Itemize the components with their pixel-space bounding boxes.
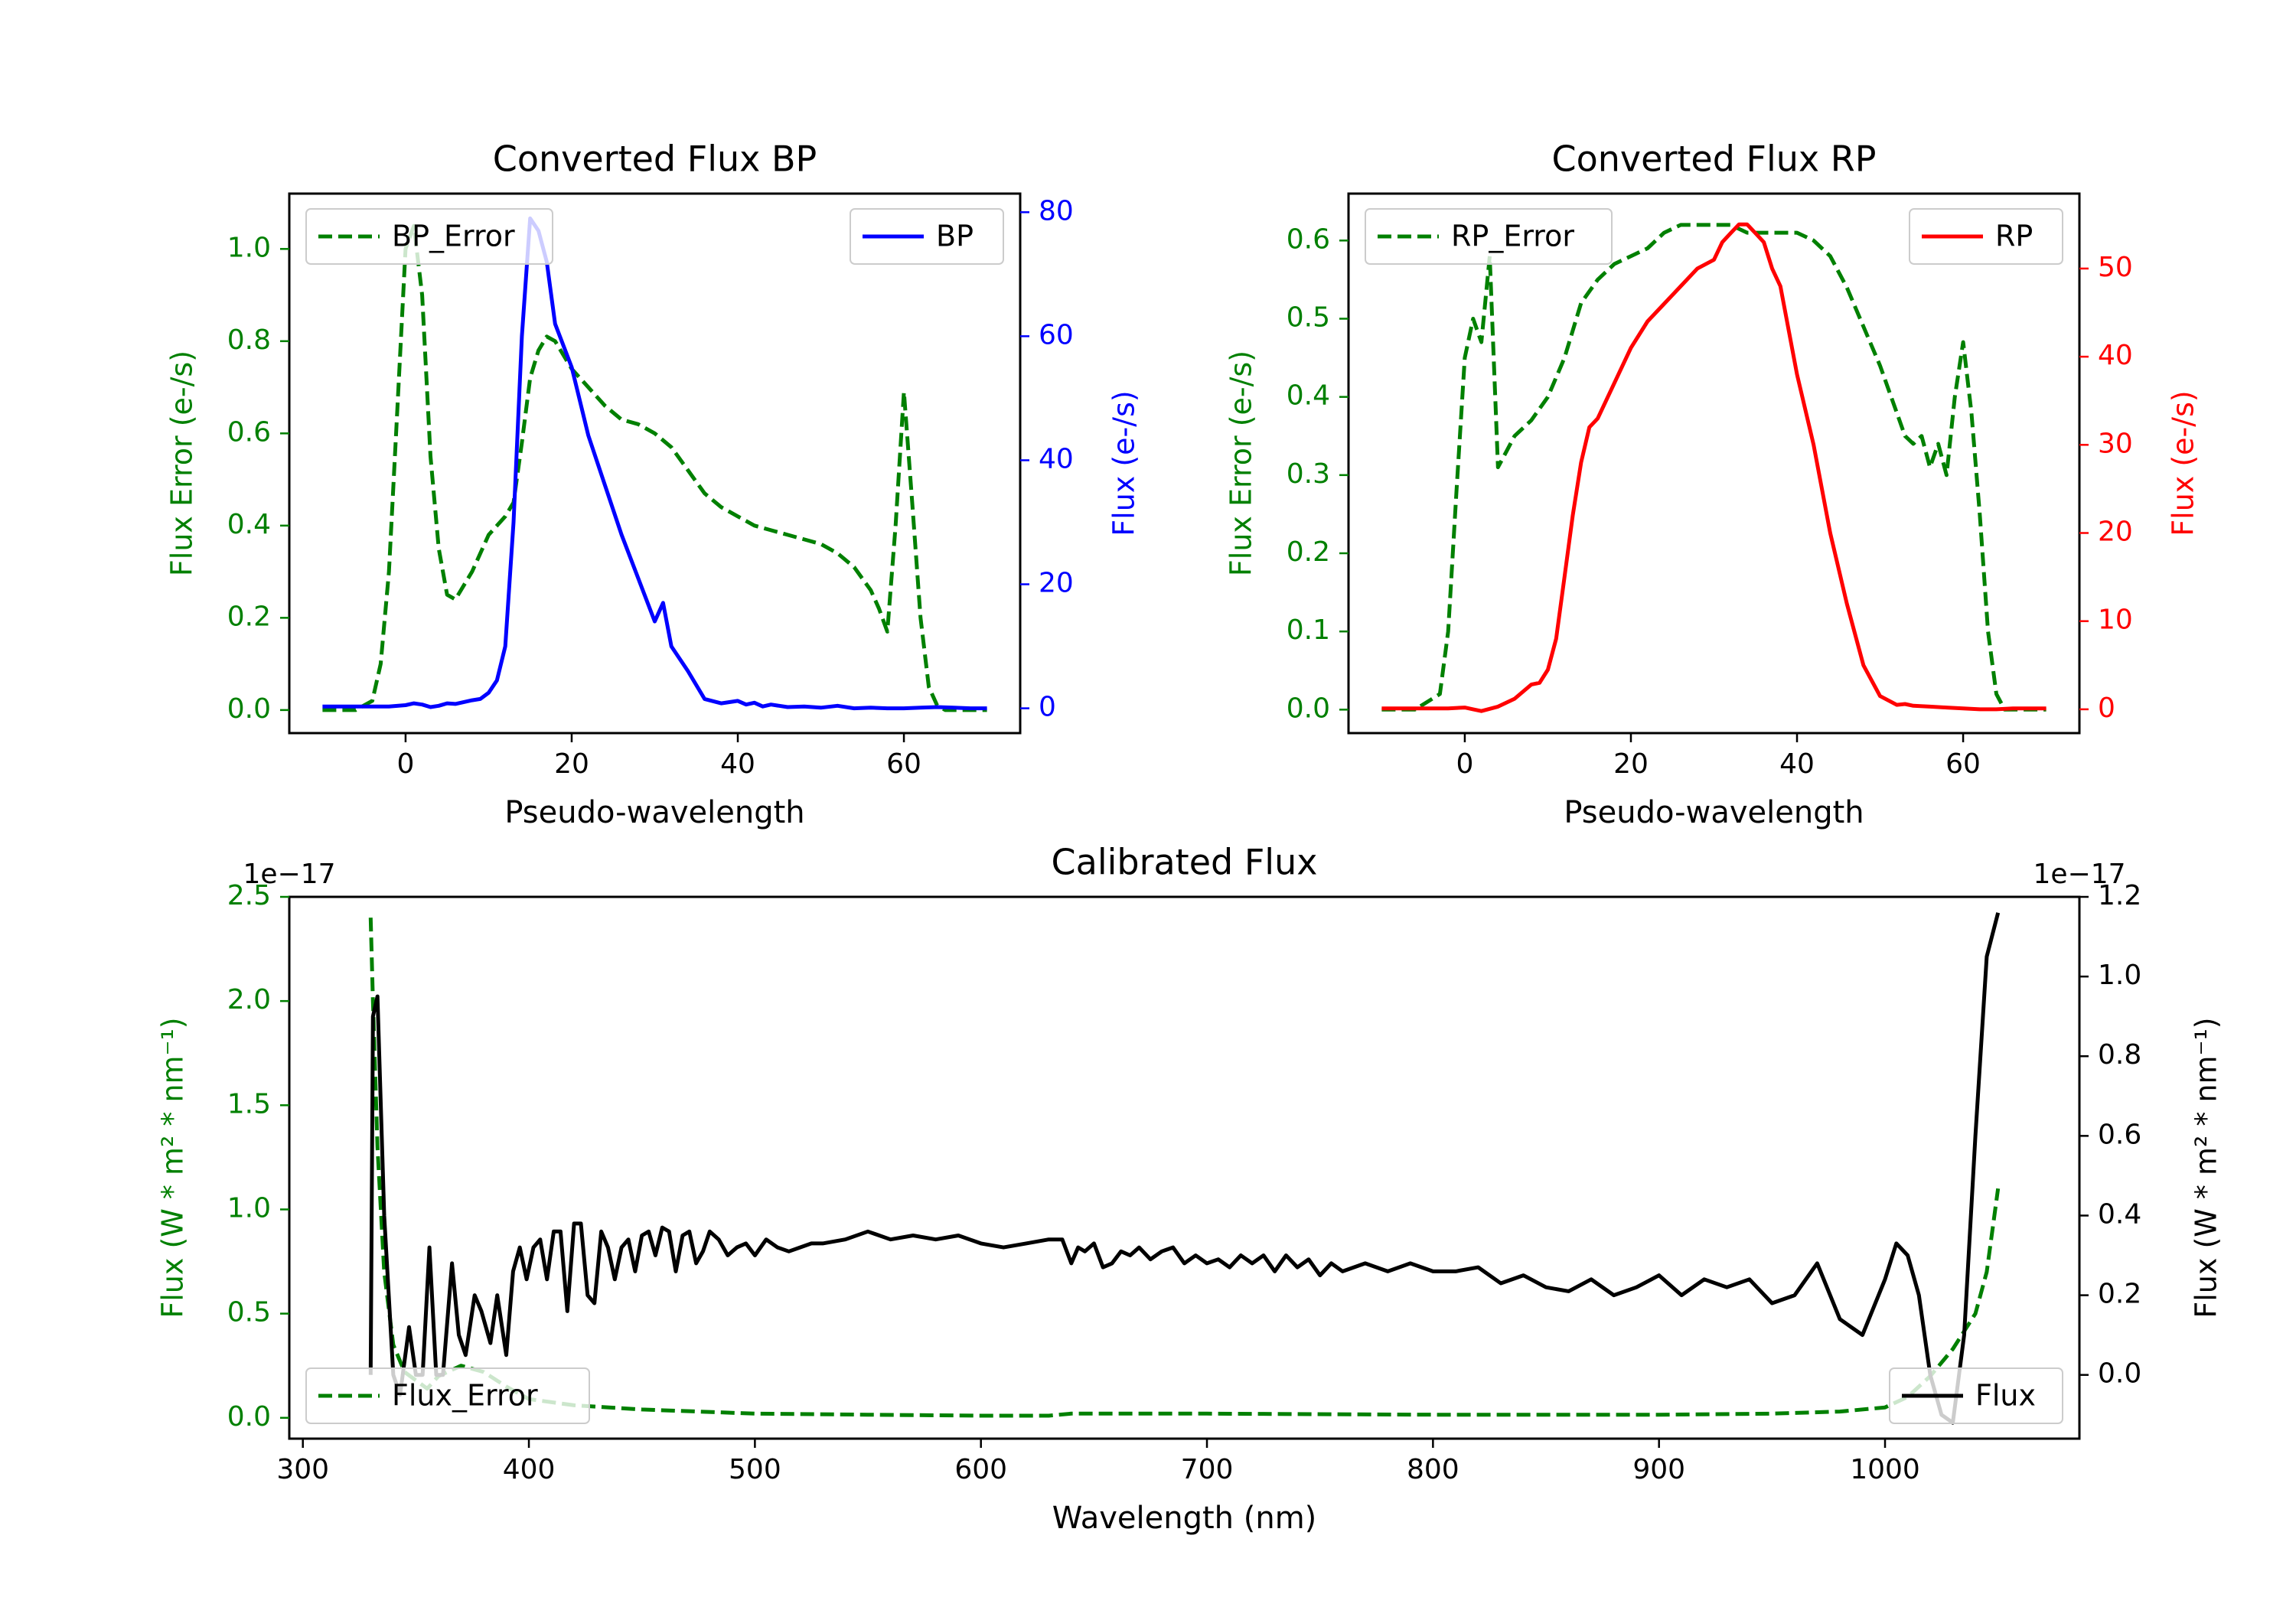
rp-ytick-right-label: 0 [2098,693,2115,724]
calibrated-xtick-label: 400 [503,1454,556,1485]
legend-box [1365,208,1613,265]
rp-xlabel: Pseudo-wavelength [1564,795,1864,830]
rp-title: Converted Flux RP [1552,139,1877,180]
bp-ytick-left-label: 0.0 [227,693,271,725]
bp-ytick-right-label: 40 [1039,443,1074,474]
legend-box [850,208,1004,265]
rp-ytick-right-label: 20 [2098,517,2133,548]
rp-xtick-label: 0 [1456,748,1473,780]
rp-ytick-right-label: 50 [2098,252,2133,283]
rp-ytick-left-label: 0.5 [1287,302,1330,333]
rp-ylabel-left: Flux Error (e-/s) [1225,350,1258,576]
rp-xtick-label: 20 [1613,748,1649,780]
legend-label: RP [1995,220,2033,253]
bp-ytick-right-label: 20 [1039,568,1074,599]
bp-xtick-label: 60 [886,748,921,780]
bp-ytick-left-label: 0.6 [227,416,271,448]
calibrated-ytick-right-label: 1.2 [2098,880,2141,911]
bp-title: Converted Flux BP [493,139,817,180]
bp-series-bp-error [322,223,987,712]
legend-label: RP_Error [1451,220,1574,253]
subplot-rp: Converted Flux RP 0 20 40 60 Pseudo-wavelengt… [1225,139,2200,831]
subplot-bp: Converted Flux BP 0 20 40 60 Pseudo-wavelengt… [165,139,1141,831]
calibrated-offset-right: 1e−17 [2033,859,2125,890]
rp-series-rp-error [1381,223,2047,712]
calibrated-ytick-left-label: 0.5 [227,1297,271,1328]
calibrated-legend-flux: Flux [1889,1367,2063,1424]
calibrated-ylabel-right: Flux (W * m² * nm⁻¹) [2190,1017,2223,1318]
calibrated-xtick-label: 800 [1407,1454,1459,1485]
rp-ytick-left-label: 0.6 [1287,223,1330,255]
legend-label: BP [936,220,974,253]
legend-label: Flux_Error [392,1379,538,1413]
rp-ytick-left-label: 0.2 [1287,536,1330,568]
calibrated-ytick-left-label: 2.5 [227,880,271,911]
bp-ytick-left-label: 0.4 [227,509,271,540]
rp-ytick-right-label: 40 [2098,340,2133,371]
rp-legend-rp-error: RP_Error [1365,208,1613,265]
bp-xtick-label: 0 [396,748,414,780]
calibrated-ytick-left-label: 1.0 [227,1192,271,1224]
calibrated-xtick-label: 700 [1181,1454,1234,1485]
calibrated-legend-flux-error: Flux_Error [305,1367,590,1424]
bp-ytick-left-label: 1.0 [227,232,271,263]
rp-ytick-right-label: 30 [2098,428,2133,459]
legend-box [305,208,553,265]
calibrated-xtick-label: 1000 [1850,1454,1920,1485]
rp-series-rp [1381,222,2047,713]
bp-xtick-label: 20 [554,748,589,780]
calibrated-axes-frame [288,895,2081,1440]
calibrated-ytick-left-label: 1.5 [227,1088,271,1120]
bp-xlabel: Pseudo-wavelength [504,795,804,830]
calibrated-ytick-right-label: 0.6 [2098,1119,2141,1150]
subplot-calibrated: Calibrated Flux 300 400 500 600 700 800 900 1000… [156,842,2223,1537]
calibrated-offset-left: 1e−17 [243,859,335,890]
calibrated-ytick-left-label: 2.0 [227,984,271,1015]
calibrated-series-flux [368,912,2001,1425]
rp-ytick-right-label: 10 [2098,605,2133,636]
rp-ytick-left-label: 0.1 [1287,614,1330,646]
bp-xtick-label: 40 [720,748,755,780]
calibrated-ytick-right-label: 0.2 [2098,1279,2141,1310]
bp-ytick-right-label: 60 [1039,319,1074,350]
rp-ylabel-right: Flux (e-/s) [2167,390,2200,536]
bp-ytick-right-label: 80 [1039,195,1074,227]
calibrated-ytick-right-label: 0.0 [2098,1358,2141,1390]
calibrated-title: Calibrated Flux [1052,842,1318,883]
calibrated-xtick-label: 600 [954,1454,1007,1485]
rp-axes-frame [1347,192,2081,735]
legend-box [305,1367,590,1424]
calibrated-ylabel-left: Flux (W * m² * nm⁻¹) [156,1017,190,1318]
calibrated-ytick-left-label: 0.0 [227,1401,271,1433]
bp-legend-bp: BP [850,208,1004,265]
bp-ytick-left-label: 0.2 [227,601,271,632]
calibrated-ytick-right-label: 1.0 [2098,960,2141,991]
bp-ytick-right-label: 0 [1039,692,1056,723]
rp-ytick-left-label: 0.4 [1287,380,1330,412]
bp-axes-frame [288,192,1022,735]
calibrated-xtick-label: 500 [729,1454,781,1485]
calibrated-xtick-label: 300 [276,1454,329,1485]
calibrated-ytick-right-label: 0.8 [2098,1039,2141,1071]
rp-xtick-label: 60 [1945,748,1981,780]
calibrated-series-flux-error [368,918,2001,1418]
rp-ytick-left-label: 0.0 [1287,693,1330,724]
bp-legend-bp-error: BP_Error [305,208,553,265]
rp-legend-rp: RP [1909,208,2063,265]
rp-ytick-left-label: 0.3 [1287,458,1330,490]
bp-ylabel-left: Flux Error (e-/s) [165,350,199,576]
calibrated-xtick-label: 900 [1632,1454,1685,1485]
bp-ytick-left-label: 0.8 [227,324,271,356]
legend-label: BP_Error [392,220,515,253]
legend-box [1889,1367,2063,1424]
bp-series-bp [322,216,987,711]
calibrated-xlabel: Wavelength (nm) [1052,1501,1317,1536]
legend-label: Flux [1975,1379,2036,1413]
bp-ylabel-right: Flux (e-/s) [1107,390,1141,536]
rp-xtick-label: 40 [1779,748,1815,780]
calibrated-ytick-right-label: 0.4 [2098,1198,2141,1230]
legend-box [1909,208,2063,265]
